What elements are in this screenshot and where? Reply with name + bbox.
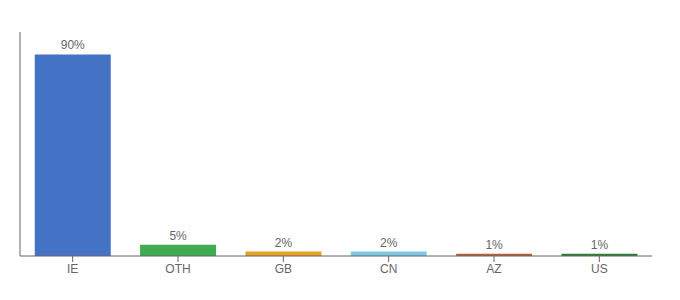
svg-text:IE: IE (67, 262, 78, 276)
svg-text:2%: 2% (380, 236, 398, 250)
svg-text:1%: 1% (591, 238, 609, 252)
svg-text:US: US (591, 262, 608, 276)
svg-text:CN: CN (380, 262, 397, 276)
svg-text:OTH: OTH (165, 262, 190, 276)
svg-text:AZ: AZ (486, 262, 501, 276)
svg-text:2%: 2% (275, 236, 293, 250)
svg-text:90%: 90% (61, 38, 85, 52)
svg-text:GB: GB (275, 262, 292, 276)
svg-text:5%: 5% (169, 229, 187, 243)
svg-text:1%: 1% (485, 238, 503, 252)
